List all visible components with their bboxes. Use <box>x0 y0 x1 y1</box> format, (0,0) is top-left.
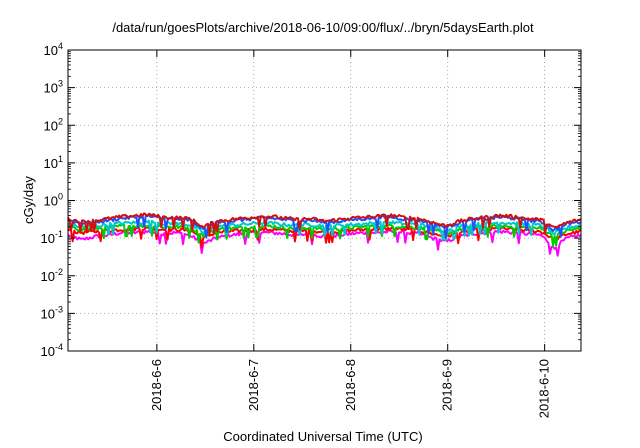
x-tick-label: 2018-6-9 <box>440 359 455 411</box>
chart-title: /data/run/goesPlots/archive/2018-06-10/0… <box>112 20 534 35</box>
x-tick-label: 2018-6-6 <box>149 359 164 411</box>
y-tick-label: 104 <box>44 41 63 58</box>
y-tick-label: 100 <box>44 192 63 209</box>
x-axis-ticks: 2018-6-6 2018-6-7 2018-6-8 2018-6-9 2018-6-1… <box>149 50 552 418</box>
x-tick-label: 2018-6-10 <box>537 359 552 418</box>
y-tick-label: 101 <box>44 154 63 171</box>
x-axis-label: Coordinated Universal Time (UTC) <box>223 429 422 444</box>
series-line-3 <box>67 223 582 247</box>
x-tick-label: 2018-6-8 <box>343 359 358 411</box>
y-axis-label: cGy/day <box>21 176 36 224</box>
series-group <box>67 212 582 257</box>
x-tick-label: 2018-6-7 <box>246 359 261 411</box>
y-tick-label: 10-1 <box>41 229 63 246</box>
series-line-6 <box>67 212 582 236</box>
y-tick-label: 102 <box>44 116 63 133</box>
y-tick-label: 10-2 <box>41 267 63 284</box>
y-tick-label: 10-3 <box>41 304 63 321</box>
grid-lines <box>68 50 581 351</box>
y-axis-ticks: 104 103 102 101 100 10-1 10-2 10-3 10-4 <box>41 41 581 359</box>
series-line-4 <box>67 219 582 242</box>
y-tick-label: 10-4 <box>41 342 63 359</box>
y-tick-label: 103 <box>44 79 63 96</box>
